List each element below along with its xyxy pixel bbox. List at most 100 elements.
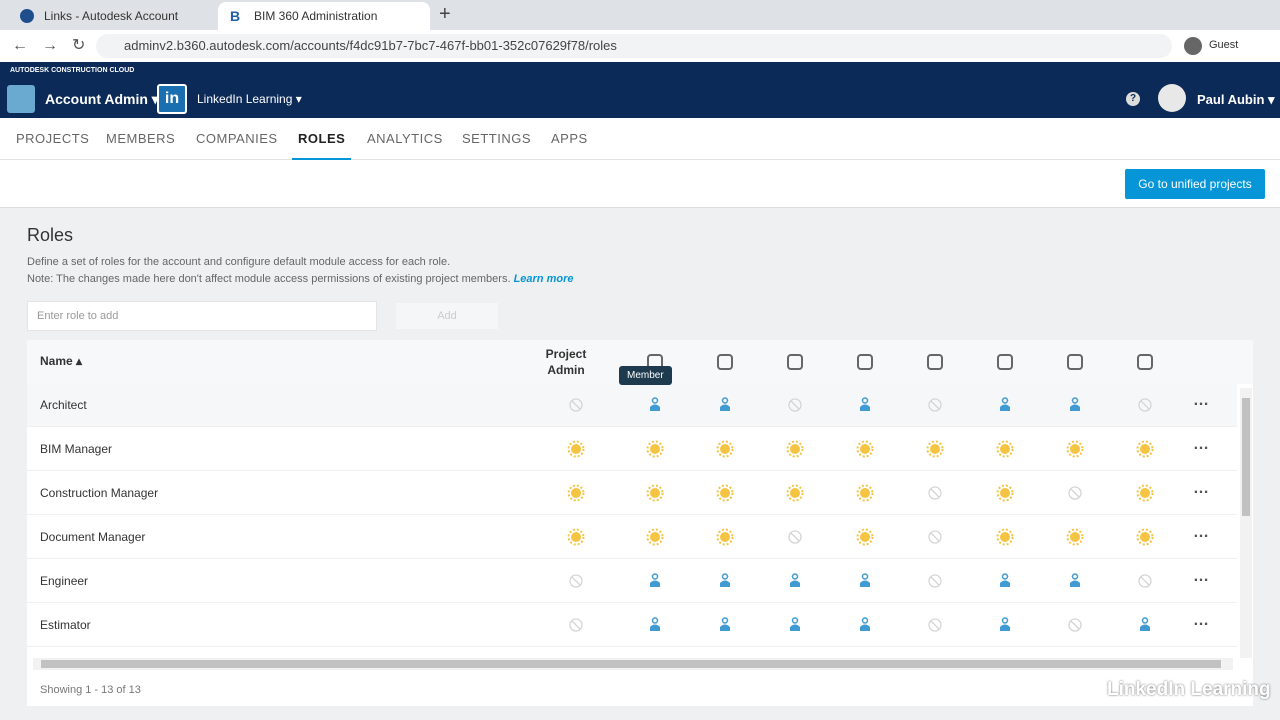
access-none[interactable] bbox=[785, 527, 805, 547]
unified-projects-button[interactable]: Go to unified projects bbox=[1125, 169, 1265, 199]
scroll-thumb[interactable] bbox=[1242, 398, 1250, 516]
name-column-header[interactable]: Name ▴ bbox=[40, 354, 83, 368]
row-menu[interactable]: … bbox=[1193, 436, 1210, 453]
access-member[interactable] bbox=[995, 395, 1015, 415]
access-admin[interactable] bbox=[1135, 439, 1155, 459]
access-admin[interactable] bbox=[785, 483, 805, 503]
access-admin[interactable] bbox=[715, 483, 735, 503]
access-admin[interactable] bbox=[1135, 483, 1155, 503]
nav-tab[interactable]: SETTINGS bbox=[462, 131, 532, 146]
access-member[interactable] bbox=[855, 571, 875, 591]
role-row[interactable]: Document Manager… bbox=[27, 515, 1237, 559]
access-none[interactable] bbox=[925, 571, 945, 591]
access-none[interactable] bbox=[566, 395, 586, 415]
nav-buttons[interactable]: ←→↻ bbox=[12, 37, 100, 54]
horizontal-scrollbar[interactable] bbox=[33, 658, 1233, 670]
access-admin[interactable] bbox=[566, 483, 586, 503]
access-admin[interactable] bbox=[855, 439, 875, 459]
browser-tab[interactable]: BIM 360 Administration B bbox=[218, 2, 430, 30]
access-admin[interactable] bbox=[995, 483, 1015, 503]
access-member[interactable] bbox=[645, 571, 665, 591]
access-member[interactable] bbox=[785, 571, 805, 591]
access-admin[interactable] bbox=[1135, 527, 1155, 547]
access-cell bbox=[715, 395, 735, 415]
row-menu[interactable]: … bbox=[1193, 480, 1210, 497]
account-switcher[interactable]: LinkedIn Learning ▾ bbox=[197, 92, 302, 106]
access-none[interactable] bbox=[566, 571, 586, 591]
vertical-scrollbar[interactable] bbox=[1240, 388, 1252, 658]
nav-tab[interactable]: MEMBERS bbox=[106, 131, 176, 146]
access-member[interactable] bbox=[715, 395, 735, 415]
access-cell bbox=[995, 483, 1015, 503]
nav-tab[interactable]: COMPANIES bbox=[196, 131, 278, 146]
access-member[interactable] bbox=[995, 571, 1015, 591]
role-input[interactable]: Enter role to add bbox=[27, 301, 377, 331]
access-none[interactable] bbox=[925, 527, 945, 547]
nav-tab[interactable]: ROLES bbox=[292, 118, 352, 160]
access-admin[interactable] bbox=[715, 439, 735, 459]
access-member[interactable] bbox=[715, 571, 735, 591]
access-admin[interactable] bbox=[995, 439, 1015, 459]
nav-tab[interactable]: APPS bbox=[551, 131, 588, 146]
row-menu[interactable]: … bbox=[1193, 392, 1210, 409]
app-icon bbox=[7, 85, 35, 113]
access-admin[interactable] bbox=[855, 527, 875, 547]
row-menu[interactable]: … bbox=[1193, 568, 1210, 585]
access-none[interactable] bbox=[1135, 395, 1155, 415]
role-row[interactable]: Estimator… bbox=[27, 603, 1237, 647]
access-admin[interactable] bbox=[715, 527, 735, 547]
access-admin[interactable] bbox=[925, 439, 945, 459]
scroll-thumb[interactable] bbox=[41, 660, 1221, 668]
description: Define a set of roles for the account an… bbox=[27, 256, 451, 268]
role-row[interactable]: Construction Manager… bbox=[27, 471, 1237, 515]
access-member[interactable] bbox=[645, 615, 665, 635]
nav-tab[interactable]: ANALYTICS bbox=[367, 131, 443, 146]
new-tab[interactable]: + bbox=[439, 3, 451, 25]
access-none[interactable] bbox=[1065, 615, 1085, 635]
access-member[interactable] bbox=[1065, 395, 1085, 415]
access-admin[interactable] bbox=[645, 527, 665, 547]
browser-tab[interactable]: Links - Autodesk Account Admin bbox=[8, 2, 214, 51]
role-row[interactable]: BIM Manager… bbox=[27, 427, 1237, 471]
user-menu[interactable]: Paul Aubin ▾ bbox=[1197, 92, 1275, 107]
access-admin[interactable] bbox=[1065, 439, 1085, 459]
app-switcher[interactable]: Account Admin ▾ bbox=[45, 91, 159, 107]
profile-name[interactable]: Guest bbox=[1209, 39, 1239, 51]
nav-tab[interactable]: PROJECTS bbox=[16, 131, 90, 146]
favicon: B bbox=[230, 8, 241, 24]
access-none[interactable] bbox=[925, 395, 945, 415]
access-member[interactable] bbox=[715, 615, 735, 635]
row-menu[interactable]: … bbox=[1193, 612, 1210, 629]
access-admin[interactable] bbox=[995, 527, 1015, 547]
learn-more-link[interactable]: Learn more bbox=[513, 273, 574, 285]
access-member[interactable] bbox=[785, 615, 805, 635]
access-admin[interactable] bbox=[645, 483, 665, 503]
role-row[interactable]: Architect… bbox=[27, 384, 1237, 427]
access-member[interactable] bbox=[855, 615, 875, 635]
access-admin[interactable] bbox=[566, 439, 586, 459]
access-admin[interactable] bbox=[855, 483, 875, 503]
add-button[interactable]: Add bbox=[396, 303, 498, 329]
access-member[interactable] bbox=[995, 615, 1015, 635]
access-admin[interactable] bbox=[645, 439, 665, 459]
access-none[interactable] bbox=[1065, 483, 1085, 503]
access-member[interactable] bbox=[855, 395, 875, 415]
access-cell bbox=[715, 483, 735, 503]
tab-title: BIM 360 Administration bbox=[254, 9, 378, 23]
access-none[interactable] bbox=[925, 615, 945, 635]
access-member[interactable] bbox=[1065, 571, 1085, 591]
access-admin[interactable] bbox=[566, 527, 586, 547]
access-admin[interactable] bbox=[785, 439, 805, 459]
row-menu[interactable]: … bbox=[1193, 524, 1210, 541]
access-none[interactable] bbox=[925, 483, 945, 503]
access-cell bbox=[645, 395, 665, 415]
access-member[interactable] bbox=[1135, 615, 1155, 635]
url-field[interactable]: adminv2.b360.autodesk.com/accounts/f4dc9… bbox=[96, 34, 1172, 58]
access-admin[interactable] bbox=[1065, 527, 1085, 547]
access-none[interactable] bbox=[566, 615, 586, 635]
role-row[interactable]: Engineer… bbox=[27, 559, 1237, 603]
access-member[interactable] bbox=[645, 395, 665, 415]
access-none[interactable] bbox=[1135, 571, 1155, 591]
help-icon[interactable]: ? bbox=[1126, 92, 1140, 106]
access-none[interactable] bbox=[785, 395, 805, 415]
